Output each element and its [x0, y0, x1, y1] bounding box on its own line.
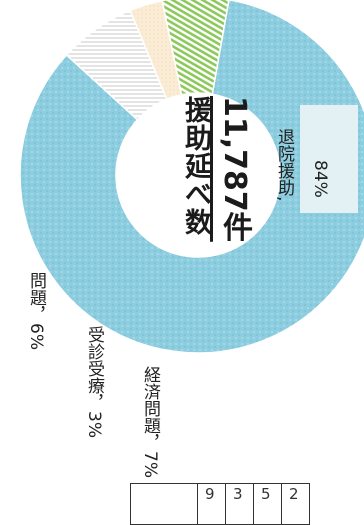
slice-label-problem: 問題，6%	[26, 272, 46, 350]
table-cell: 2	[281, 483, 310, 525]
table-cell: 5	[253, 483, 282, 525]
table-cell: 9	[197, 483, 226, 525]
slice-label-discharge: 退院援助,	[274, 128, 294, 202]
slice-discharge	[19, 0, 364, 354]
slice-problem	[161, 0, 230, 96]
chart-title: 援助延べ数	[180, 96, 211, 236]
chart-total: 11,787件	[217, 96, 252, 242]
table-cell: 3	[225, 483, 254, 525]
slice-label-consultation: 受診受療，3%	[84, 326, 104, 438]
slice-value-discharge: 84%	[310, 160, 330, 198]
table-cell-empty	[130, 483, 198, 525]
retire-label-box	[300, 105, 358, 213]
data-table-fragment: 9 3 5 2	[130, 483, 310, 525]
slice-label-economic: 経済問題，7%	[140, 366, 160, 478]
